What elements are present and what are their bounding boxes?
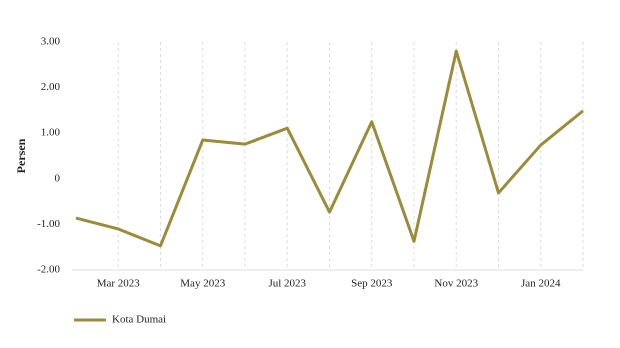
y-tick-label: 0 bbox=[55, 172, 61, 184]
y-tick-label: 2.00 bbox=[41, 81, 61, 93]
x-tick-label: Mar 2023 bbox=[97, 278, 141, 290]
y-axis-label: Persen bbox=[14, 138, 28, 173]
x-tick-label: Jan 2024 bbox=[521, 278, 561, 290]
y-tick-label: -2.00 bbox=[37, 264, 60, 276]
x-tick-label: May 2023 bbox=[180, 278, 225, 290]
data-line bbox=[75, 49, 584, 248]
legend-label: Kota Dumai bbox=[112, 314, 166, 326]
y-tick-label: 1.00 bbox=[41, 127, 61, 139]
x-tick-label: Jul 2023 bbox=[268, 278, 306, 290]
x-tick-label: Nov 2023 bbox=[434, 278, 478, 290]
y-tick-label: 3.00 bbox=[41, 36, 61, 48]
y-tick-label: -1.00 bbox=[37, 218, 60, 230]
x-tick-label: Sep 2023 bbox=[351, 278, 393, 290]
